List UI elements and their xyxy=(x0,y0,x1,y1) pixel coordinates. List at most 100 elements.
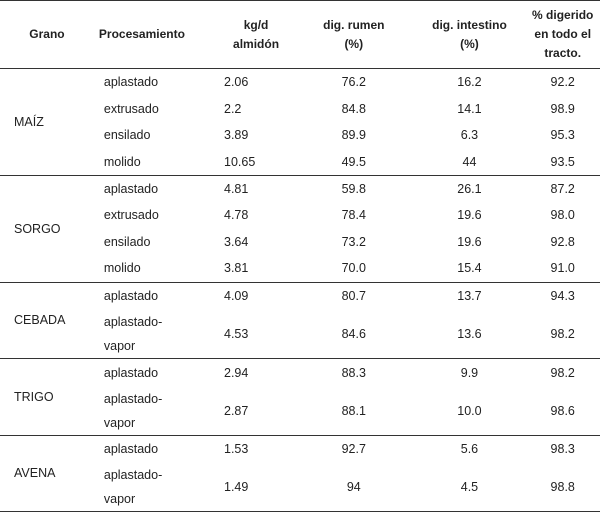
kg-cell: 1.53 xyxy=(224,442,249,457)
intestino-cell: 13.7 xyxy=(457,289,482,304)
rumen-cell: 88.3 xyxy=(341,365,366,380)
header-rumen-line2: (%) xyxy=(344,36,364,51)
intestino-cell: 19.6 xyxy=(457,234,482,249)
digerido-cell: 94.3 xyxy=(550,289,575,304)
group-sorgo: SORGO aplastado 4.81 59.8 26.1 87.2 extr… xyxy=(0,175,600,282)
rumen-cell: 89.9 xyxy=(341,128,366,143)
table-row: extrusado 4.78 78.4 19.6 98.0 xyxy=(0,202,600,229)
proc-cell: molido xyxy=(103,154,141,169)
table-row: MAÍZ aplastado 2.06 76.2 16.2 92.2 xyxy=(0,69,600,129)
kg-cell: 1.49 xyxy=(224,480,249,494)
proc-line2: vapor xyxy=(103,492,136,506)
digerido-cell: 92.2 xyxy=(550,75,575,90)
kg-cell: 10.65 xyxy=(224,154,256,169)
rumen-cell: 80.7 xyxy=(341,289,366,304)
kg-cell: 3.64 xyxy=(224,234,249,249)
proc-cell: aplastado xyxy=(103,181,159,196)
proc-cell: aplastado xyxy=(103,75,159,90)
proc-cell: ensilado xyxy=(103,234,151,249)
header-digerido-line3: tracto. xyxy=(544,46,582,60)
intestino-cell: 19.6 xyxy=(457,208,482,223)
intestino-cell: 26.1 xyxy=(457,181,482,196)
header-dig-intestino: dig. intestino (%) xyxy=(413,1,525,69)
kg-cell: 3.81 xyxy=(224,261,249,276)
proc-cell: extrusado xyxy=(103,208,159,223)
rumen-cell: 76.2 xyxy=(341,75,366,90)
header-intestino-line1: dig. intestino xyxy=(432,17,507,32)
proc-line2: vapor xyxy=(103,339,136,353)
kg-cell: 2.87 xyxy=(224,403,249,418)
digerido-cell: 98.9 xyxy=(550,101,575,116)
intestino-cell: 15.4 xyxy=(457,261,482,276)
table-row: AVENA aplastado 1.53 92.7 5.6 98.3 xyxy=(0,435,600,480)
header-dig-rumen: dig. rumen (%) xyxy=(294,1,413,69)
proc-line1: aplastado- xyxy=(103,391,163,406)
intestino-cell: 16.2 xyxy=(457,75,482,90)
table-row: extrusado 2.2 84.8 14.1 98.9 xyxy=(0,95,600,122)
table-row: CEBADA aplastado 4.09 80.7 13.7 94.3 xyxy=(0,282,600,327)
table-row: aplastado- vapor 4.53 84.6 13.6 98.2 xyxy=(0,310,600,359)
header-kg-line2: almidón xyxy=(233,36,280,51)
proc-line1: aplastado- xyxy=(103,468,163,482)
rumen-cell: 70.0 xyxy=(341,261,366,276)
kg-cell: 4.78 xyxy=(224,208,249,223)
proc-cell: aplastado- vapor xyxy=(82,387,200,436)
digerido-cell: 93.5 xyxy=(550,154,575,169)
rumen-cell: 73.2 xyxy=(341,234,366,249)
intestino-cell: 14.1 xyxy=(457,101,482,116)
intestino-cell: 4.5 xyxy=(460,480,479,494)
proc-line2: vapor xyxy=(103,415,136,430)
proc-cell: molido xyxy=(103,261,141,276)
proc-cell: extrusado xyxy=(103,101,159,116)
digerido-cell: 98.2 xyxy=(550,365,575,380)
proc-cell: aplastado xyxy=(103,365,159,380)
digerido-cell: 98.6 xyxy=(550,403,575,418)
table-row: TRIGO aplastado 2.94 88.3 9.9 98.2 xyxy=(0,359,600,404)
proc-cell: aplastado xyxy=(103,442,159,457)
grano-label: CEBADA xyxy=(14,313,66,328)
intestino-cell: 13.6 xyxy=(457,327,482,341)
digerido-cell: 91.0 xyxy=(550,261,575,276)
kg-cell: 2.94 xyxy=(224,365,249,380)
grano-label: MAÍZ xyxy=(14,114,44,129)
digerido-cell: 92.8 xyxy=(550,234,575,249)
intestino-cell: 6.3 xyxy=(460,128,479,143)
digerido-cell: 95.3 xyxy=(550,128,575,143)
header-pct-digerido: % digerido en todo el tracto. xyxy=(525,1,600,69)
proc-cell: aplastado- vapor xyxy=(82,463,200,512)
proc-line1: aplastado- xyxy=(103,315,163,329)
header-grano: Grano xyxy=(29,27,65,41)
header-procesamiento: Procesamiento xyxy=(98,27,185,41)
table-row: molido 10.65 49.5 44 93.5 xyxy=(0,149,600,176)
rumen-cell: 49.5 xyxy=(341,154,366,169)
grano-label: SORGO xyxy=(14,221,61,236)
proc-cell: aplastado xyxy=(103,289,159,304)
table-row: molido 3.81 70.0 15.4 91.0 xyxy=(0,255,600,282)
proc-cell: aplastado- vapor xyxy=(82,310,200,359)
grano-label: TRIGO xyxy=(14,389,54,404)
group-cebada: CEBADA aplastado 4.09 80.7 13.7 94.3 apl… xyxy=(0,282,600,359)
digerido-cell: 98.0 xyxy=(550,208,575,223)
intestino-cell: 10.0 xyxy=(457,403,482,418)
kg-cell: 4.09 xyxy=(224,289,249,304)
kg-cell: 2.2 xyxy=(224,101,242,116)
intestino-cell: 44 xyxy=(462,154,477,169)
header-kg-line1: kg/d xyxy=(243,17,269,32)
rumen-cell: 88.1 xyxy=(341,403,366,418)
rumen-cell: 94 xyxy=(346,480,361,494)
header-kg-almidon: kg/d almidón xyxy=(200,1,294,69)
digerido-cell: 98.3 xyxy=(550,442,575,457)
table-row: ensilado 3.64 73.2 19.6 92.8 xyxy=(0,229,600,256)
rumen-cell: 84.8 xyxy=(341,101,366,116)
intestino-cell: 9.9 xyxy=(460,365,479,380)
table-row: ensilado 3.89 89.9 6.3 95.3 xyxy=(0,122,600,149)
header-digerido-line1: % digerido xyxy=(532,8,594,22)
table-row: aplastado- vapor 1.49 94 4.5 98.8 xyxy=(0,463,600,512)
rumen-cell: 78.4 xyxy=(341,208,366,223)
digerido-cell: 98.8 xyxy=(550,480,575,494)
kg-cell: 4.53 xyxy=(224,327,249,341)
table-row: aplastado- vapor 2.87 88.1 10.0 98.6 xyxy=(0,387,600,436)
proc-cell: ensilado xyxy=(103,128,151,143)
kg-cell: 4.81 xyxy=(224,181,249,196)
